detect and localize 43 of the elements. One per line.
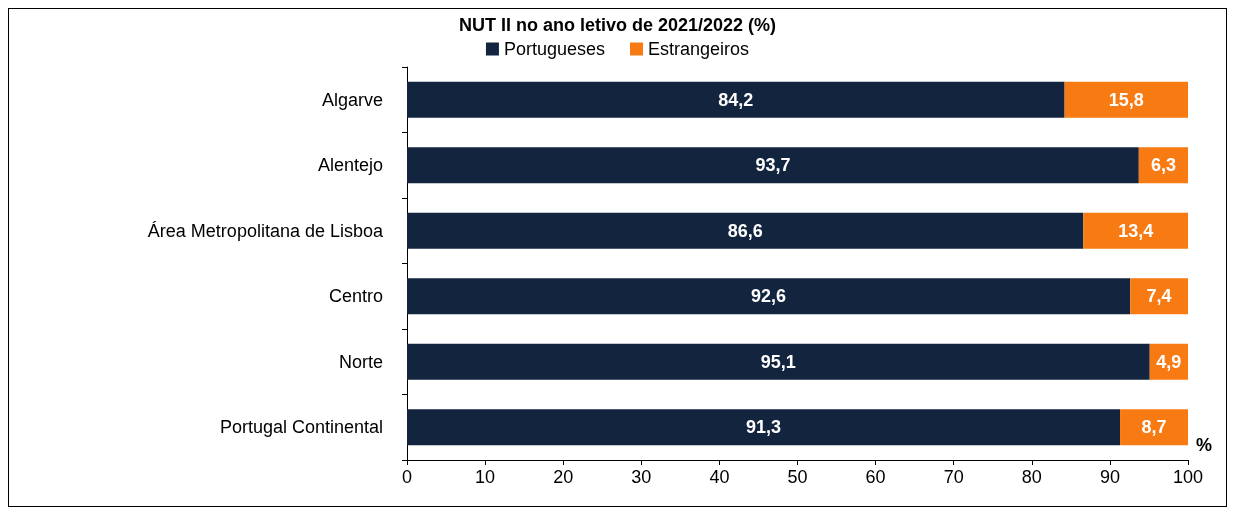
- x-tick-label: 40: [709, 467, 730, 487]
- x-tick-label: 20: [553, 467, 574, 487]
- x-tick-label: 10: [475, 467, 496, 487]
- bar: [407, 81, 1065, 118]
- y-tick-label: Norte: [338, 351, 383, 372]
- data-label: 6,3: [1150, 155, 1176, 176]
- data-label: 93,7: [755, 155, 791, 176]
- bar: [407, 343, 1150, 380]
- bar: [1130, 278, 1188, 315]
- x-tick-label: 80: [1021, 467, 1042, 487]
- data-label: 92,6: [751, 286, 787, 307]
- x-tick-label: 100: [1172, 467, 1204, 487]
- y-tick-label: Área Metropolitana de Lisboa: [147, 220, 384, 241]
- x-tick-label: 90: [1099, 467, 1120, 487]
- chart-title: NUT II no ano letivo de 2021/2022 (%): [458, 15, 777, 35]
- bar: [407, 409, 1121, 446]
- data-label: 95,1: [760, 351, 796, 372]
- bar: [407, 147, 1139, 184]
- y-tick-label: Centro: [328, 286, 383, 307]
- data-label: 86,6: [727, 220, 763, 241]
- y-tick-label: Algarve: [321, 89, 383, 110]
- bar: [1083, 212, 1188, 249]
- legend-label: Portugueses: [503, 39, 606, 59]
- data-label: 7,4: [1146, 286, 1172, 307]
- data-label: 91,3: [746, 417, 782, 438]
- y-tick-label: Alentejo: [317, 155, 383, 176]
- bar: [1064, 81, 1188, 118]
- x-tick-label: 70: [943, 467, 964, 487]
- data-label: 15,8: [1108, 89, 1144, 110]
- y-tick-label: Portugal Continental: [219, 417, 383, 438]
- data-label: 8,7: [1141, 417, 1167, 438]
- x-tick-label: 30: [631, 467, 652, 487]
- bar: [407, 212, 1084, 249]
- legend-label: Estrangeiros: [648, 39, 750, 59]
- x-tick-label: 50: [787, 467, 808, 487]
- data-label: 13,4: [1118, 220, 1154, 241]
- x-tick-label: 60: [865, 467, 886, 487]
- x-axis-title: %: [1196, 435, 1213, 455]
- bar: [1120, 409, 1188, 446]
- x-tick-label: 0: [401, 467, 413, 487]
- bar: [407, 278, 1131, 315]
- data-label: 4,9: [1156, 351, 1182, 372]
- data-label: 84,2: [718, 89, 754, 110]
